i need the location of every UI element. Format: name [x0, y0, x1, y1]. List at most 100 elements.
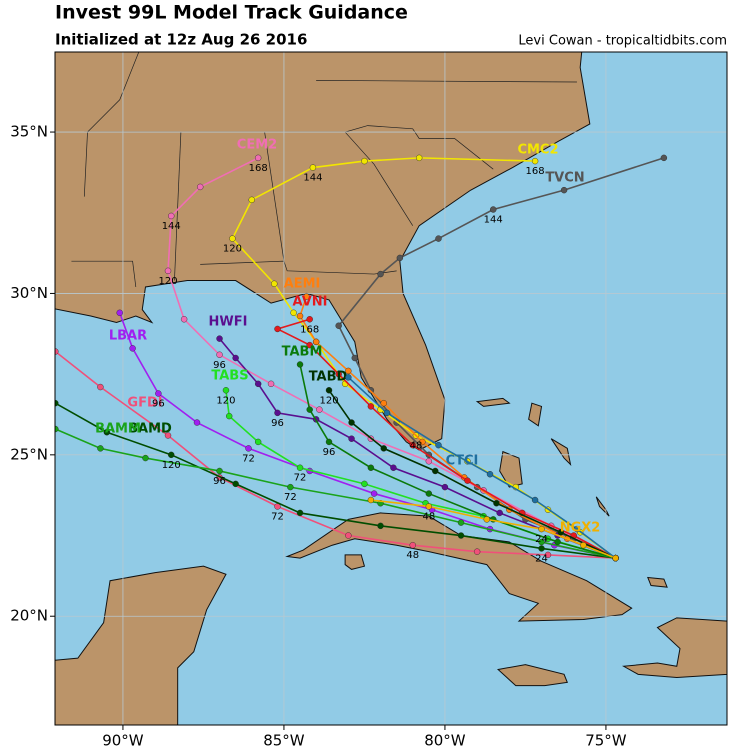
track-point	[415, 154, 423, 162]
track-point	[254, 438, 262, 446]
track-point	[312, 338, 320, 346]
lon-tick-label: 80°W	[424, 732, 466, 750]
track-point	[483, 516, 490, 523]
track-point	[380, 445, 387, 452]
track-line	[370, 499, 616, 559]
track-line	[275, 318, 616, 559]
state-border	[71, 261, 135, 287]
axes: 20°N 25°N 30°N 35°N 90°W 85°W 80°W 75°W	[10, 123, 627, 750]
track-point	[306, 341, 313, 349]
track-point	[168, 451, 175, 459]
hour-label: 96	[152, 399, 165, 410]
state-border	[174, 132, 180, 280]
track-point	[538, 538, 545, 546]
track-point	[441, 483, 449, 491]
track-point	[216, 351, 223, 358]
track-point	[164, 432, 172, 439]
great-inagua	[648, 577, 667, 587]
track-point	[660, 154, 668, 162]
track-point	[380, 399, 387, 407]
track-point	[180, 316, 188, 323]
track-point	[377, 522, 384, 530]
hour-label: 24	[535, 553, 548, 564]
track-point	[538, 525, 545, 533]
lat-tick-label: 25°N	[10, 445, 48, 463]
track-point	[97, 445, 104, 452]
tracks: TVCN CMC2 CEM2 AEMI AVNI HWFI LBAR GFDI BAMDBAMM…	[55, 138, 668, 564]
track-point	[345, 374, 352, 381]
track-point	[335, 370, 342, 378]
track-point	[309, 164, 317, 171]
track-point	[296, 312, 304, 320]
track-point	[351, 354, 358, 362]
track-point	[303, 293, 310, 300]
track-point	[274, 409, 281, 417]
track-point	[296, 361, 304, 368]
model-label: TABS	[211, 369, 248, 384]
track-point	[493, 500, 500, 507]
track-point	[361, 157, 368, 165]
track-point	[396, 254, 404, 262]
yucatan	[55, 566, 226, 725]
track-point	[367, 403, 375, 410]
hour-label: 144	[484, 215, 503, 226]
lat-tick-label: 30°N	[10, 284, 48, 302]
track-point	[580, 542, 587, 549]
track-point	[296, 464, 304, 471]
hour-label: 48	[410, 440, 423, 451]
model-label: GFDI	[127, 396, 162, 411]
hour-label: 96	[213, 476, 226, 487]
model-label: TABD	[309, 370, 348, 385]
model-label: BAMM	[95, 422, 141, 437]
lon-tick-label: 85°W	[263, 732, 305, 750]
isle-of-youth	[345, 555, 364, 570]
state-border	[316, 80, 577, 82]
hour-label: 48	[422, 511, 435, 522]
track-point	[557, 529, 565, 536]
track-point	[457, 519, 465, 526]
hour-label: 168	[300, 324, 319, 335]
north-america	[55, 52, 589, 450]
track-point	[457, 532, 465, 539]
track-point	[486, 470, 494, 478]
track-point	[245, 445, 252, 452]
eleuthera	[551, 439, 570, 465]
model-label: CMC2	[517, 143, 558, 158]
track-point	[164, 267, 172, 275]
track-point	[129, 345, 136, 352]
track-point	[409, 441, 416, 449]
grid	[55, 52, 727, 725]
lat-tick-label: 20°N	[10, 607, 48, 625]
track-point	[248, 196, 255, 204]
track-point	[612, 554, 619, 562]
hour-label: 144	[303, 173, 322, 184]
track-point	[168, 212, 175, 220]
track-point	[271, 280, 278, 287]
model-label: CTCI	[446, 454, 479, 469]
track-point	[325, 387, 333, 394]
track-point	[232, 354, 239, 362]
track-point	[222, 387, 230, 394]
state-border	[84, 51, 139, 196]
track-point	[361, 480, 368, 488]
track-point	[335, 322, 342, 329]
grand-bahama	[477, 398, 509, 406]
hour-label: 48	[406, 550, 419, 561]
track-point	[377, 270, 384, 278]
hispaniola	[624, 618, 727, 678]
track-point	[367, 496, 375, 504]
track-point	[425, 490, 433, 497]
track-point	[490, 206, 497, 213]
lon-tick-label: 90°W	[102, 732, 144, 750]
track-point	[390, 464, 397, 471]
track-point	[531, 157, 539, 165]
state-border	[345, 132, 413, 226]
track-point	[531, 496, 539, 504]
hour-label: 96	[271, 418, 284, 429]
track-point	[232, 480, 239, 488]
track-point	[116, 309, 123, 317]
hour-label: 96	[323, 447, 336, 458]
track-point	[554, 538, 561, 546]
track-point	[345, 532, 352, 539]
